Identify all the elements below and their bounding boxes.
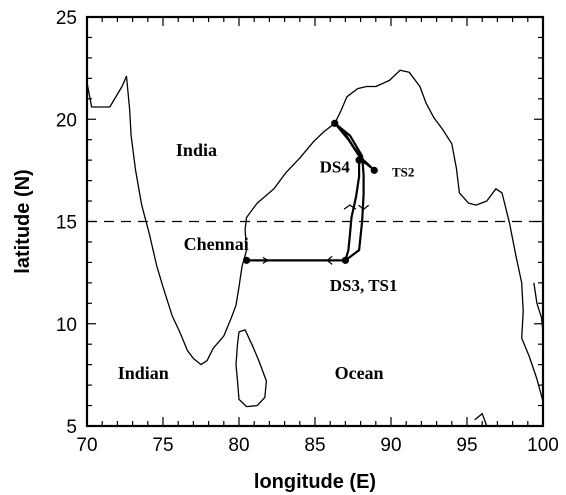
label-indian: Indian: [118, 363, 169, 383]
y-tick-label: 25: [56, 8, 77, 29]
track-arrow-north-b: [358, 204, 370, 210]
x-tick-label: 100: [527, 435, 559, 456]
label-ds4: DS4: [320, 157, 351, 176]
x-tick-label: 90: [380, 435, 401, 456]
y-tick-label: 20: [56, 110, 77, 131]
x-tick-label: 70: [76, 435, 97, 456]
label-chennai: Chennai: [184, 234, 249, 254]
label-ocean: Ocean: [335, 363, 384, 383]
ds3-ts1-marker: [341, 256, 349, 264]
y-tick-label: 10: [56, 315, 77, 336]
northern-point-marker: [331, 119, 339, 127]
india-coastline-west: [86, 75, 336, 366]
track-ts1: [334, 122, 365, 262]
plot-area: [86, 69, 544, 427]
track-arrow-east: [326, 255, 333, 265]
x-tick-label: 85: [304, 435, 325, 456]
track-ds3-ds4: [344, 160, 361, 261]
y-axis-title: latitude (N): [12, 169, 34, 273]
track-arrow-north-a: [343, 204, 357, 210]
y-tick-label: 5: [66, 417, 77, 438]
label-ts2: TS2: [392, 165, 414, 180]
label-india: India: [176, 140, 217, 160]
ts2-marker: [370, 166, 378, 174]
x-tick-label: 80: [228, 435, 249, 456]
y-tick-label: 15: [56, 213, 77, 234]
eastern-coast-fragment: [533, 270, 544, 332]
track-arrow-west: [262, 256, 270, 264]
chennai-marker: [243, 256, 251, 264]
x-tick-label: 95: [456, 435, 477, 456]
x-axis-title: longitude (E): [254, 471, 376, 493]
label-ds3-ts1: DS3, TS1: [330, 276, 398, 295]
india-coastline-east: [334, 69, 544, 402]
x-tick-label: 75: [152, 435, 173, 456]
sri-lanka-outline: [235, 329, 268, 408]
ds4-marker: [355, 156, 363, 164]
southern-coast-fragment: [474, 412, 488, 427]
axes: 70 75 80 85 90 95 100 5 10 15 20 25: [56, 8, 559, 456]
